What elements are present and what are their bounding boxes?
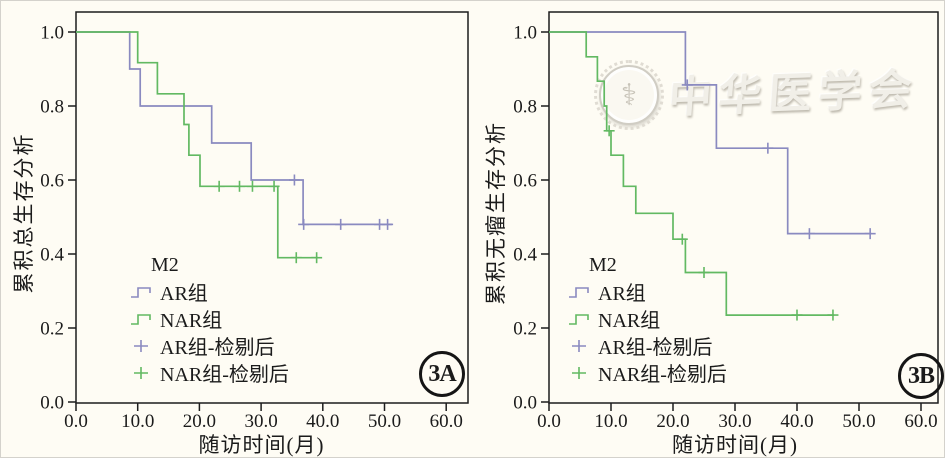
svg-text:0.6: 0.6 [40,171,64,192]
legend-item-ar-group: AR组 [130,278,289,305]
legend-item-nar-censored: NAR组-检剔后 [130,359,289,386]
legend-title: M2 [151,254,179,276]
panel-badge-3a: 3A [419,351,465,397]
svg-text:0.0: 0.0 [537,411,561,432]
svg-text:0.0: 0.0 [64,411,88,432]
panel-3a: 0.0 10.0 20.0 30.0 40.0 50.0 60.0 0.0 0.2 0.4 0.6 0… [1,1,474,457]
plus-marker-icon [572,339,586,352]
panel-badge-3b: 3B [898,353,944,399]
caduceus-icon: ⚕ [620,78,638,112]
step-line-icon [569,286,589,298]
legend-item-label: AR组-检剔后 [160,337,275,359]
survival-plot-3b: 0.0 10.0 20.0 30.0 40.0 50.0 60.0 0.0 0.2 0.4 0.6 0… [513,11,939,432]
plus-marker-icon [134,366,148,379]
legend-item-label: NAR组 [160,310,223,332]
legend-title: M2 [589,254,617,276]
legend-item-label: NAR组-检剔后 [160,364,289,386]
legend-item-label: NAR组-检剔后 [598,364,727,386]
svg-text:0.2: 0.2 [513,319,537,340]
panel-3b: ⚕ 中华医学会 0.0 10.0 20.0 30.0 40.0 50.0 60.0 0.0 0.… [473,1,944,457]
svg-text:50.0: 50.0 [368,411,401,432]
legend: M2 AR组 NAR组 AR组-检剔后 NAR组-检剔后 [568,252,727,386]
plus-marker-icon [572,366,586,379]
x-axis-title: 随访时间(月) [198,433,325,457]
step-line-icon [131,286,151,298]
svg-text:1.0: 1.0 [513,23,537,44]
svg-text:30.0: 30.0 [718,411,751,432]
legend-item-ar-censored: AR组-检剔后 [568,332,727,359]
watermark: ⚕ 中华医学会 [591,53,921,143]
svg-text:40.0: 40.0 [780,411,813,432]
legend-item-nar-group: NAR组 [130,305,289,332]
legend-item-ar-group: AR组 [568,278,727,305]
svg-text:0.4: 0.4 [40,245,64,266]
svg-text:10.0: 10.0 [121,411,154,432]
svg-text:30.0: 30.0 [244,411,277,432]
legend-item-ar-censored: AR组-检剔后 [130,332,289,359]
x-axis-title: 随访时间(月) [672,433,798,457]
step-line-icon [569,313,589,325]
legend-item-nar-group: NAR组 [568,305,727,332]
svg-text:60.0: 60.0 [430,411,463,432]
svg-text:0.4: 0.4 [513,245,537,266]
legend-item-label: AR组 [598,283,646,305]
y-axis-title: 累积总生存分析 [12,132,36,294]
legend: M2 AR组 NAR组 AR组-检剔后 NAR组-检剔后 [130,252,289,386]
cma-emblem-icon: ⚕ [594,60,664,130]
svg-text:60.0: 60.0 [904,411,937,432]
svg-text:20.0: 20.0 [183,411,216,432]
legend-item-label: AR组 [160,283,208,305]
svg-text:20.0: 20.0 [656,411,689,432]
svg-text:0.0: 0.0 [513,393,537,414]
step-line-icon [131,313,151,325]
svg-text:0.0: 0.0 [40,393,64,414]
svg-text:1.0: 1.0 [40,23,64,44]
legend-item-label: AR组-检剔后 [598,337,713,359]
svg-text:0.6: 0.6 [513,171,537,192]
svg-text:50.0: 50.0 [842,411,875,432]
svg-text:10.0: 10.0 [594,411,627,432]
svg-text:0.8: 0.8 [40,97,64,118]
svg-text:0.8: 0.8 [513,97,537,118]
svg-text:0.2: 0.2 [40,319,64,340]
svg-text:40.0: 40.0 [306,411,339,432]
survival-plot-3a: 0.0 10.0 20.0 30.0 40.0 50.0 60.0 0.0 0.2 0.4 0.6 0… [40,11,469,432]
legend-item-label: NAR组 [598,310,661,332]
plus-marker-icon [134,339,148,352]
y-axis-title: 累积无瘤生存分析 [484,121,508,305]
legend-item-nar-censored: NAR组-检剔后 [568,359,727,386]
